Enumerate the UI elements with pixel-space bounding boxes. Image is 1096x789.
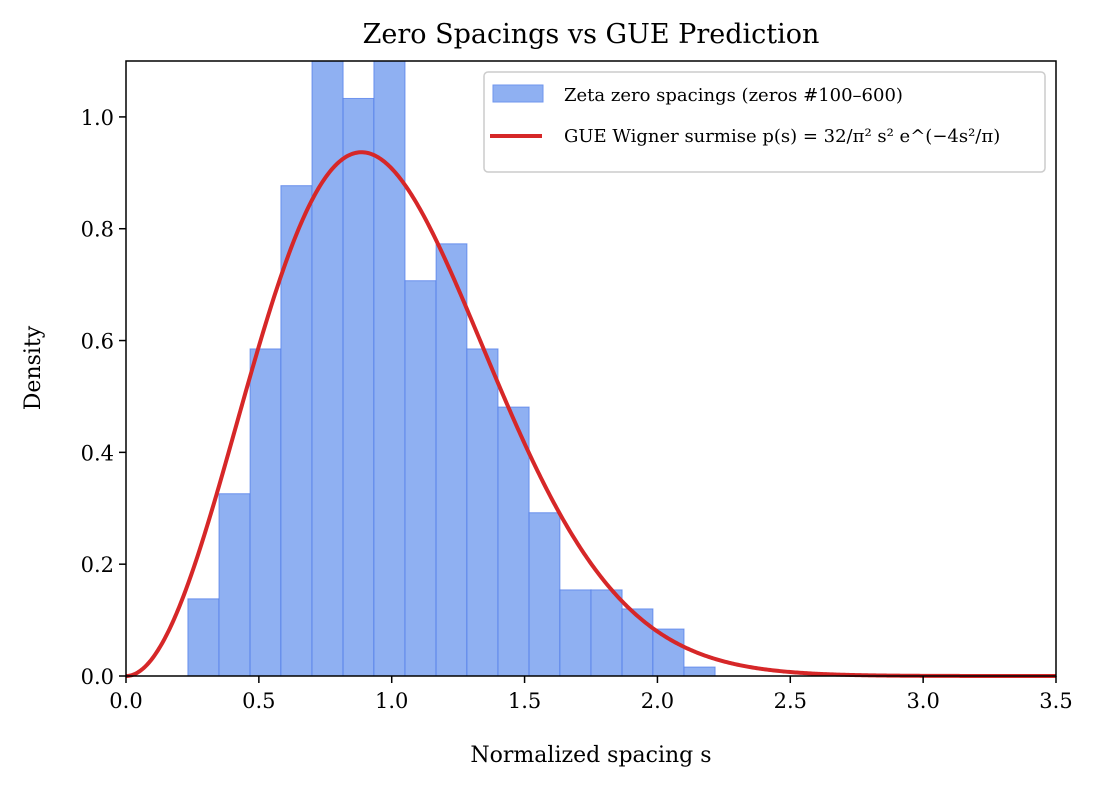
y-tick-label: 0.2 xyxy=(81,553,114,577)
legend-label-curve: GUE Wigner surmise p(s) = 32/π² s² e^(−4… xyxy=(564,126,1000,147)
x-tick-label: 1.5 xyxy=(508,689,541,713)
y-tick-label: 0.8 xyxy=(81,218,114,242)
legend-swatch-histogram xyxy=(492,84,544,103)
y-tick-label: 1.0 xyxy=(81,106,114,130)
x-tick-label: 2.5 xyxy=(774,689,807,713)
x-axis-label: Normalized spacing s xyxy=(470,743,711,768)
y-tick-label: 0.4 xyxy=(81,441,114,465)
x-tick-label: 2.0 xyxy=(641,689,674,713)
histogram-bar xyxy=(435,243,468,677)
histogram-bar xyxy=(559,589,592,677)
histogram-bar xyxy=(218,493,251,677)
histogram-bar xyxy=(652,628,685,677)
histogram-bar xyxy=(683,666,716,677)
histogram-bar xyxy=(373,60,406,677)
x-tick-label: 3.0 xyxy=(906,689,939,713)
y-tick-label: 0.0 xyxy=(81,665,114,689)
histogram-bar xyxy=(404,280,437,677)
histogram-bar xyxy=(466,348,499,677)
x-tick-label: 3.5 xyxy=(1039,689,1072,713)
histogram-bar xyxy=(187,598,220,677)
y-axis-label: Density xyxy=(21,325,46,410)
histogram-bar xyxy=(621,608,654,677)
x-tick-label: 1.0 xyxy=(375,689,408,713)
y-tick-label: 0.6 xyxy=(81,330,114,354)
histogram-bar xyxy=(311,60,344,677)
histogram-bar xyxy=(590,589,623,677)
histogram-bar xyxy=(497,406,530,677)
x-tick-label: 0.0 xyxy=(109,689,142,713)
histogram-bar xyxy=(528,512,561,677)
x-tick-label: 0.5 xyxy=(242,689,275,713)
legend-label-histogram: Zeta zero spacings (zeros #100–600) xyxy=(564,85,903,106)
plot-frame xyxy=(125,60,1057,677)
histogram-bar xyxy=(342,97,375,677)
legend: Zeta zero spacings (zeros #100–600) GUE … xyxy=(483,71,1046,173)
histogram-bar xyxy=(249,348,282,677)
chart-title: Zero Spacings vs GUE Prediction xyxy=(363,19,820,50)
